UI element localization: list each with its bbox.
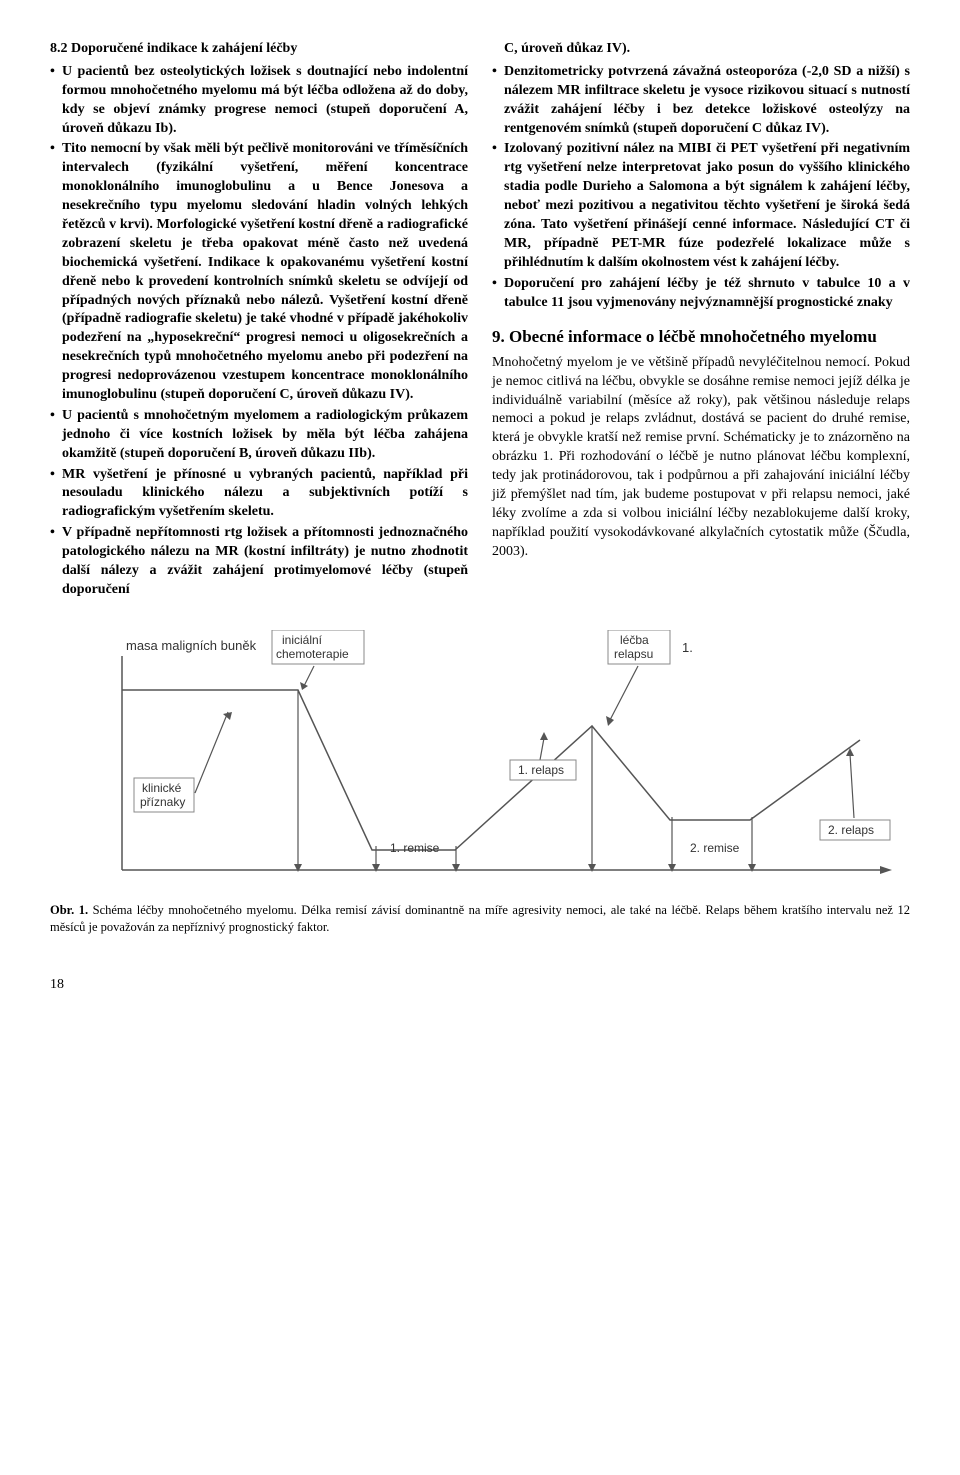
left-bullet-list: U pacientů bez osteolytických ložisek s … [50, 63, 468, 600]
figure-1: masa maligních buněk iniciální chemotera… [50, 630, 910, 936]
list-item: Tito nemocní by však měli být pečlivě mo… [50, 140, 468, 404]
two-column-layout: 8.2 Doporučené indikace k zahájení léčby… [50, 40, 910, 602]
label-init-chemo-1: iniciální [282, 633, 323, 647]
axes [122, 656, 892, 874]
caption-lead: Obr. 1. [50, 903, 88, 917]
drop-arrows [294, 690, 756, 872]
caption-text: Schéma léčby mnohočetného myelomu. Délka… [50, 903, 910, 934]
label-2-remise: 2. remise [690, 841, 740, 855]
label-2-relaps: 2. relaps [828, 823, 874, 837]
continuation-line: C, úroveň důkaz IV). [492, 40, 910, 59]
arrow-head-icon [223, 712, 232, 720]
treatment-scheme-chart: masa maligních buněk iniciální chemotera… [50, 630, 910, 890]
label-lecba: léčba [620, 633, 649, 647]
section-9-body: Mnohočetný myelom je ve většině případů … [492, 354, 910, 562]
arrow-head-icon [668, 864, 676, 872]
arrow-head-icon [452, 864, 460, 872]
list-item: Denzitometricky potvrzená závažná osteop… [492, 63, 910, 139]
list-item: Doporučení pro zahájení léčby je též shr… [492, 275, 910, 313]
pointer-arrow [195, 712, 228, 793]
list-item: MR vyšetření je přínosné u vybraných pac… [50, 466, 468, 523]
label-klinicke: klinické [142, 781, 182, 795]
pointer-arrow [540, 738, 544, 760]
x-axis-arrow [880, 866, 892, 874]
label-relapsu: relapsu [614, 647, 653, 661]
list-item: Izolovaný pozitivní nález na MIBI či PET… [492, 140, 910, 272]
arrow-head-icon [588, 864, 596, 872]
list-item: U pacientů bez osteolytických ložisek s … [50, 63, 468, 139]
pointer-arrow [610, 666, 638, 720]
arrow-head-icon [606, 716, 614, 726]
tumor-mass-line [122, 690, 860, 850]
left-column: 8.2 Doporučené indikace k zahájení léčby… [50, 40, 468, 602]
pointer-arrow [304, 666, 314, 686]
arrow-head-icon [294, 864, 302, 872]
section-9-title: 9. Obecné informace o léčbě mnohočetného… [492, 326, 910, 347]
label-boxes: masa maligních buněk iniciální chemotera… [126, 630, 890, 855]
pointer-arrows [195, 666, 854, 818]
label-init-chemo-2: chemoterapie [276, 647, 349, 661]
list-item: U pacientů s mnohočetným myelomem a radi… [50, 407, 468, 464]
arrow-head-icon [300, 682, 308, 690]
right-bullet-list: Denzitometricky potvrzená závažná osteop… [492, 63, 910, 313]
arrow-head-icon [540, 732, 548, 740]
label-masa: masa maligních buněk [126, 638, 257, 653]
figure-caption: Obr. 1. Schéma léčby mnohočetného myelom… [50, 902, 910, 936]
label-1-relaps: 1. relaps [518, 763, 564, 777]
arrow-head-icon [372, 864, 380, 872]
arrow-head-icon [748, 864, 756, 872]
label-1-remise: 1. remise [390, 841, 440, 855]
body-text: Mnohočetný myelom je ve většině případů … [492, 355, 910, 559]
pointer-arrow [850, 754, 854, 818]
label-priznaky: příznaky [140, 795, 185, 809]
right-column: C, úroveň důkaz IV). Denzitometricky pot… [492, 40, 910, 602]
list-item: V případně nepřítomnosti rtg ložisek a p… [50, 524, 468, 600]
subsection-heading: 8.2 Doporučené indikace k zahájení léčby [50, 40, 468, 59]
label-1-dot: 1. [682, 640, 693, 655]
page-number: 18 [50, 976, 910, 995]
